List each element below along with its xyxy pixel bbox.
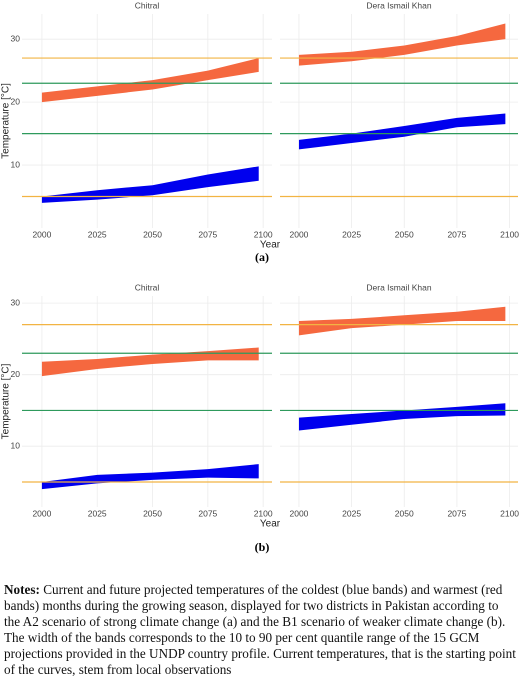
x-tick-label: 2075 (198, 508, 217, 518)
x-tick-label: 2075 (447, 229, 466, 239)
x-tick-label: 2050 (143, 229, 162, 239)
notes: Notes: Current and future projected temp… (4, 582, 516, 678)
y-tick-label: 10 (11, 159, 21, 169)
x-axis-label: Year (260, 240, 281, 251)
y-tick-label: 30 (11, 297, 21, 307)
y-axis-label: Temperature [°C] (1, 83, 12, 159)
x-tick-label: 2050 (143, 508, 162, 518)
x-tick-label: 2000 (32, 229, 51, 239)
band (41, 166, 259, 203)
notes-text: Current and future projected temperature… (4, 582, 516, 677)
x-tick-label: 2000 (289, 508, 308, 518)
x-tick-label: 2075 (198, 229, 217, 239)
x-tick-label: 2100 (254, 229, 273, 239)
x-tick-label: 2100 (254, 508, 273, 518)
x-tick-label: 2000 (289, 229, 308, 239)
notes-heading: Notes: (4, 582, 40, 597)
y-tick-label: 20 (11, 369, 21, 379)
y-tick-label: 30 (11, 33, 21, 43)
x-tick-label: 2100 (500, 229, 519, 239)
band (298, 23, 506, 66)
x-tick-label: 2050 (395, 229, 414, 239)
panel-label: (b) (255, 540, 270, 554)
facet-title: Chitral (135, 0, 160, 10)
x-tick-label: 2050 (395, 508, 414, 518)
facet-title: Chitral (135, 282, 160, 292)
band (298, 113, 506, 150)
x-tick-label: 2025 (88, 229, 107, 239)
y-tick-label: 10 (11, 440, 21, 450)
x-tick-label: 2025 (342, 508, 361, 518)
x-tick-label: 2075 (447, 508, 466, 518)
facet-title: Dera Ismail Khan (366, 0, 431, 10)
band (41, 464, 259, 490)
band (41, 58, 259, 103)
x-tick-label: 2100 (500, 508, 519, 518)
panel-label: (a) (255, 250, 269, 264)
y-tick-label: 20 (11, 96, 21, 106)
band (298, 403, 506, 431)
facet-title: Dera Ismail Khan (366, 282, 431, 292)
x-tick-label: 2000 (32, 508, 51, 518)
figure: Temperature [°C]Year(a)Temperature [°C]Y… (1, 0, 520, 554)
x-tick-label: 2025 (342, 229, 361, 239)
band (41, 347, 259, 377)
x-axis-label: Year (260, 519, 281, 530)
y-axis-label: Temperature [°C] (1, 363, 12, 439)
x-tick-label: 2025 (88, 508, 107, 518)
band (298, 306, 506, 336)
